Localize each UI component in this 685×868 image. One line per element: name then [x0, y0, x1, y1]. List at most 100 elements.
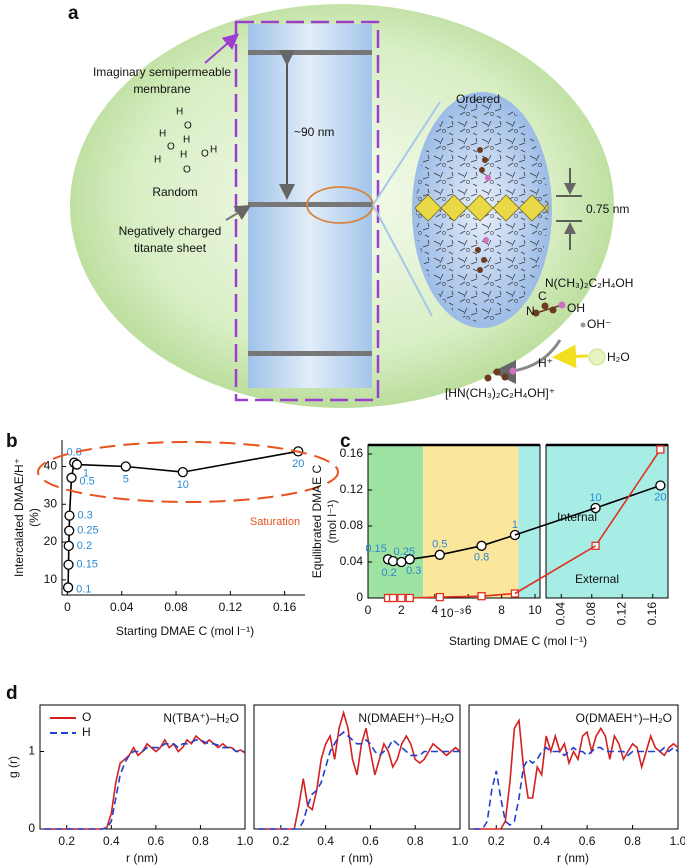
series-label: Internal [557, 510, 597, 524]
atom: H [176, 107, 183, 118]
x-tick-label: 8 [498, 603, 505, 617]
x-tick-label: 0.08 [584, 602, 598, 626]
point-label: 0.3 [406, 565, 421, 577]
point-label: 0.2 [381, 567, 396, 579]
x-tick-label: 0 [365, 603, 372, 617]
x-tick-label: 1.0 [670, 834, 685, 848]
x-tick-label: 0.2 [58, 834, 75, 848]
y-axis-label: Equilibrated DMAE C [310, 464, 324, 578]
data-point [62, 582, 74, 593]
data-point [396, 556, 407, 568]
y-tick-label: 0.12 [340, 482, 364, 496]
point-label: 0.5 [80, 476, 95, 488]
x-tick-label: 0.12 [219, 600, 243, 614]
x-tick-label: 0.4 [103, 834, 120, 848]
atom: H [180, 150, 187, 161]
atom-label: C [538, 289, 547, 303]
membrane-arrow [204, 33, 240, 64]
annotation: Saturation [250, 516, 300, 528]
data-point [434, 549, 445, 560]
x-tick-label: 10 [528, 603, 542, 617]
region [368, 445, 424, 598]
sheet-label: Negatively charged [119, 224, 222, 238]
thickness-label: 0.75 nm [586, 202, 629, 216]
panel-label: a [68, 3, 79, 24]
atom: H [183, 135, 190, 146]
x-tick-label: 0.4 [317, 834, 334, 848]
region [518, 445, 540, 598]
point-label: 10 [589, 492, 601, 504]
y-tick-label: 10 [44, 572, 58, 586]
y-tick-label: 0.04 [340, 554, 364, 568]
membrane-label: Imaginary semipermeable [93, 65, 231, 79]
titanate-sheet [248, 351, 372, 356]
data-point [63, 559, 74, 570]
data-point [476, 540, 487, 551]
series-line [473, 717, 679, 830]
data-point [655, 480, 666, 491]
sheet-label: titanate sheet [134, 241, 207, 255]
water-label: H₂O [607, 350, 630, 364]
atom: H [154, 155, 161, 166]
atom: H [159, 129, 166, 140]
point-label: 1 [83, 467, 89, 479]
x-tick-label: 0.4 [533, 834, 550, 848]
atom-label: OH [567, 301, 585, 315]
y-tick-label: 0 [28, 821, 35, 835]
point-label: 0.8 [67, 447, 82, 459]
x-tick-label: 0.04 [553, 602, 567, 626]
data-point [656, 445, 665, 454]
ordered-molecules [475, 147, 491, 273]
data-point [64, 525, 75, 536]
thickness-bracket [556, 168, 582, 250]
series-line [258, 731, 460, 830]
series-line [594, 449, 662, 547]
series-connector [514, 507, 596, 536]
point-label: 0.15 [77, 559, 98, 571]
x-tick-label: 0.6 [579, 834, 596, 848]
x-tick-label: 1.0 [237, 834, 254, 848]
x-tick-label: 0 [64, 600, 71, 614]
region [546, 445, 668, 598]
data-point [120, 461, 131, 472]
panel-a: a Imaginary semipermeable membrane ~90 n… [68, 3, 633, 408]
y-tick-label: 1 [28, 744, 35, 758]
data-point [177, 466, 188, 478]
x-tick-label: 2 [398, 603, 405, 617]
spacing-label: ~90 nm [294, 125, 334, 139]
point-label: 5 [123, 473, 129, 485]
x-tick-label: 0.8 [624, 834, 641, 848]
titanate-sheet [248, 202, 372, 207]
hydroxide-label: OH⁻ [587, 317, 611, 331]
molecule [484, 301, 606, 384]
point-label: 0.8 [474, 552, 489, 564]
y-tick-label: 0.08 [340, 518, 364, 532]
point-label: 0.1 [76, 583, 91, 595]
atom: O [183, 165, 191, 176]
zoom-line [372, 101, 441, 206]
data-point [405, 593, 414, 603]
point-label: 0.2 [77, 540, 92, 552]
panel-label: b [6, 431, 18, 452]
x-axis-label: r (nm) [557, 851, 589, 865]
data-point [397, 593, 406, 603]
x-tick-label: 0.6 [148, 834, 165, 848]
x-tick-label: 0.16 [645, 602, 659, 626]
data-point [477, 592, 486, 601]
y-tick-label: 30 [44, 496, 58, 510]
legend-label: H [82, 725, 91, 739]
x-axis-label: Starting DMAE C (mol l⁻¹) [449, 634, 587, 648]
data-point [387, 555, 399, 567]
atom: O [167, 142, 175, 153]
point-label: 20 [654, 491, 666, 503]
x-tick-label: 0.2 [488, 834, 505, 848]
random-label: Random [152, 185, 197, 199]
plot-title: O(DMAEH⁺)–H₂O [576, 711, 672, 725]
data-point [388, 593, 398, 603]
y-axis-label: (%) [27, 508, 41, 527]
x-tick-label: 6 [465, 603, 472, 617]
sheet-arrow [225, 204, 252, 221]
data-point [510, 589, 520, 598]
x-tick-label: 1.0 [452, 834, 469, 848]
